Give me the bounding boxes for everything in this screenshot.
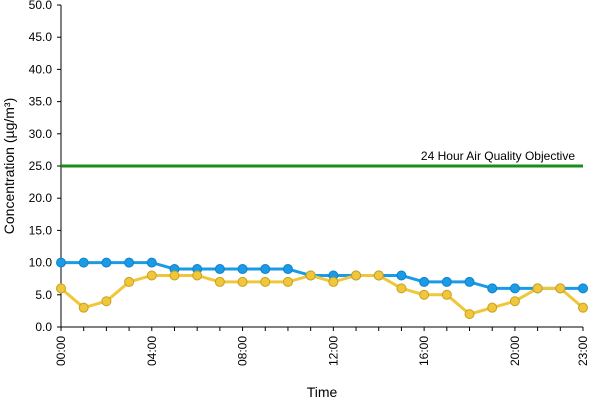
x-tick-label: 20:00	[508, 336, 522, 366]
series-2-point	[146, 270, 157, 281]
series-2-point	[124, 276, 135, 287]
y-tick-label: 25.0	[29, 159, 53, 173]
series-1-point	[78, 257, 89, 268]
y-tick-label: 20.0	[29, 191, 53, 205]
x-tick-label: 23:00	[576, 336, 590, 366]
series-1-point	[237, 264, 248, 275]
series-2-point	[192, 270, 203, 281]
series-1-point	[487, 283, 498, 294]
y-tick-label: 40.0	[29, 62, 53, 76]
objective-label: 24 Hour Air Quality Objective	[421, 149, 575, 163]
y-axis-title: Concentration (µg/m³)	[1, 98, 17, 234]
series-2-point	[237, 276, 248, 287]
series-2-point	[555, 283, 566, 294]
series-1-line	[61, 261, 583, 290]
series-2-point	[214, 276, 225, 287]
series-2-point	[282, 276, 293, 287]
y-tick-label: 0.0	[35, 320, 52, 334]
series-2-point	[305, 270, 316, 281]
series-2-point	[396, 283, 407, 294]
series-2-point	[101, 296, 112, 307]
series-1-point	[509, 283, 520, 294]
series-2-point	[464, 309, 475, 320]
series-1-point	[464, 276, 475, 287]
x-axis-title: Time	[307, 384, 338, 400]
series-group	[56, 257, 588, 320]
series-1-point	[101, 257, 112, 268]
series-1-point	[282, 264, 293, 275]
series-2-point	[441, 289, 452, 300]
x-tick-label: 16:00	[417, 336, 431, 366]
series-1-point	[260, 264, 271, 275]
series-2-point	[532, 283, 543, 294]
y-tick-label: 45.0	[29, 30, 53, 44]
series-2-point	[260, 276, 271, 287]
series-2-point	[509, 296, 520, 307]
chart-axes: 0.0 5.0 10.0 15.0 20.0 25.0 30.0 35.0 40.0 45.0 50…	[29, 0, 590, 366]
x-tick-label: 12:00	[326, 336, 340, 366]
series-2-point	[78, 302, 89, 313]
objective-line-group: 24 Hour Air Quality Objective	[61, 149, 583, 168]
y-tick-label: 50.0	[29, 0, 53, 12]
series-2-point	[56, 283, 66, 294]
series-2-point	[487, 302, 498, 313]
x-tick-label: 08:00	[236, 336, 250, 366]
series-1-point	[124, 257, 135, 268]
y-tick-label: 5.0	[35, 288, 52, 302]
series-2-point	[351, 270, 362, 281]
y-tick-label: 30.0	[29, 127, 53, 141]
series-2-point	[169, 270, 180, 281]
series-1-point	[578, 283, 588, 294]
series-2-point	[328, 276, 339, 287]
x-tick-label: 04:00	[145, 336, 159, 366]
series-2-point	[373, 270, 384, 281]
series-2-point	[419, 289, 430, 300]
series-2-line	[60, 273, 584, 316]
series-1-point	[419, 276, 430, 287]
series-1-point	[441, 276, 452, 287]
y-tick-label: 15.0	[29, 223, 53, 237]
y-tick-label: 10.0	[29, 256, 53, 270]
series-1-point	[214, 264, 225, 275]
series-1-point	[146, 257, 157, 268]
series-2-point	[578, 302, 588, 313]
y-tick-label: 35.0	[29, 95, 53, 109]
series-1-point	[56, 257, 66, 268]
x-tick-label: 00:00	[54, 336, 68, 366]
series-1-point	[396, 270, 407, 281]
